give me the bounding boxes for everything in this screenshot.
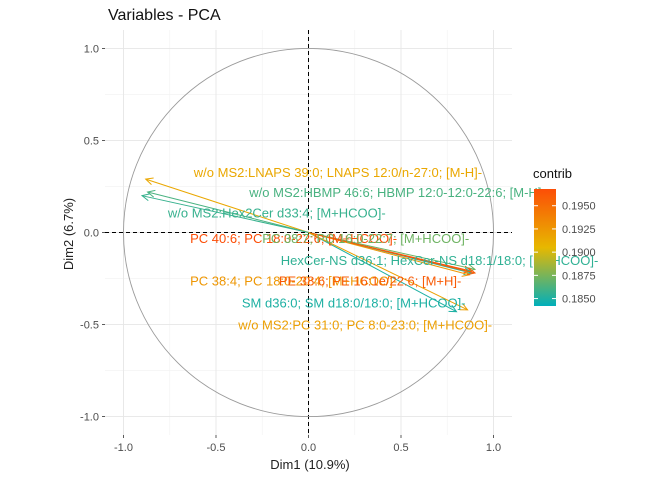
y-tick-label: 0.5	[84, 135, 99, 147]
x-tick-label: 1.0	[486, 442, 501, 454]
arrow-head	[448, 304, 458, 313]
x-tick-label: 0.0	[301, 442, 316, 454]
legend-colorbar: 0.1950 0.1925 0.1900 0.1875 0.1850	[534, 189, 596, 306]
variable-label: w/o MS2:Hex2Cer d33:4; [M+HCOO]-	[167, 205, 386, 220]
x-tick-label: -1.0	[114, 442, 133, 454]
arrow-head	[140, 193, 150, 202]
colorbar	[534, 189, 556, 306]
variable-arrow	[308, 232, 457, 313]
colorbar-tick-label: 0.1950	[562, 201, 596, 213]
colorbar-tick-label: 0.1925	[562, 224, 596, 236]
colorbar-tick-label: 0.1875	[562, 270, 596, 282]
x-tick-label: -0.5	[207, 442, 226, 454]
variable-label: SM d36:0; SM d18:0/18:0; [M+HCOO]-	[242, 295, 466, 310]
chart-title: Variables - PCA	[108, 7, 221, 24]
correlation-circle	[123, 47, 494, 418]
variable-arrow	[145, 178, 309, 233]
arrow-head	[144, 177, 154, 186]
arrow-head	[146, 189, 156, 198]
arrow-head	[467, 263, 477, 272]
variable-arrows	[140, 177, 477, 313]
colorbar-tick-label: 0.1850	[562, 294, 596, 306]
variable-label: PC 38:4; PC 18:0-20:4; [M+HCOO]-	[190, 273, 397, 288]
variable-labels: w/o MS2:LNAPS 39:0; LNAPS 12:0/n-27:0; […	[167, 165, 598, 333]
variable-label: PC 40:6; PC 18:0-22:6; [M+HCOO]-	[190, 231, 397, 246]
variable-arrow	[308, 232, 476, 274]
variable-arrow	[141, 195, 309, 233]
variable-arrow	[308, 232, 476, 270]
unit-circle	[123, 47, 494, 418]
variable-label: w/o MS2:PC 31:0; PC 8:0-23:0; [M+HCOO]-	[237, 318, 492, 333]
x-tick-label: 0.5	[393, 442, 408, 454]
x-axis-label: Dim1 (10.9%)	[270, 457, 349, 472]
y-tick-label: -1.0	[80, 412, 99, 424]
legend-title: contrib	[533, 166, 573, 181]
variable-label: w/o MS2:HBMP 46:6; HBMP 12:0-12:0-22:6; …	[248, 185, 545, 200]
arrow-head	[461, 269, 471, 277]
y-tick-label: 0.0	[84, 228, 99, 240]
variable-label: w/o MS2:LNAPS 39:0; LNAPS 12:0/n-27:0; […	[193, 165, 482, 180]
y-tick-label: -0.5	[80, 320, 99, 332]
variable-arrow	[147, 191, 309, 233]
y-tick-label: 1.0	[84, 43, 99, 55]
variable-arrow	[308, 232, 470, 276]
arrow-head	[467, 267, 477, 276]
x-axis-ticks: -1.0 -0.5 0.0 0.5 1.0	[114, 435, 501, 454]
variable-arrow	[308, 232, 468, 311]
y-axis-ticks: 1.0 0.5 0.0 -0.5 -1.0	[80, 43, 105, 424]
y-axis-label: Dim2 (6.7%)	[61, 198, 76, 270]
variable-label: HexCer-NS d36:1; HexCer-NS d18:1/18:0; […	[281, 253, 599, 268]
colorbar-tick-label: 0.1900	[562, 247, 596, 259]
variable-label: PC 38:7; PC 16:0-22:7; [M+HCOO]-	[262, 231, 469, 246]
arrow-head	[459, 303, 469, 311]
variable-label: PE 38:6; PE 16:1e/22:6; [M+H]-	[279, 273, 461, 288]
